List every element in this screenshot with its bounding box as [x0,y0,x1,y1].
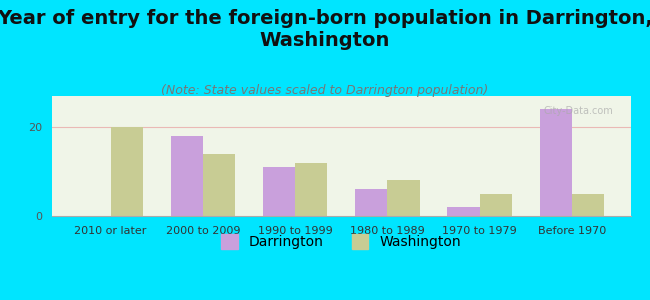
Text: City-Data.com: City-Data.com [543,106,613,116]
Bar [447,207,480,216]
Text: Year of entry for the foreign-born population in Darrington,
Washington: Year of entry for the foreign-born popul… [0,9,650,50]
Bar [263,167,295,216]
Bar [295,163,328,216]
Bar [572,194,604,216]
Bar [387,180,420,216]
Bar [355,189,387,216]
Bar [203,154,235,216]
Text: (Note: State values scaled to Darrington population): (Note: State values scaled to Darrington… [161,84,489,97]
Bar [111,127,143,216]
Legend: Darrington, Washington: Darrington, Washington [216,229,467,255]
Bar [480,194,512,216]
Bar [540,109,572,216]
Bar [170,136,203,216]
